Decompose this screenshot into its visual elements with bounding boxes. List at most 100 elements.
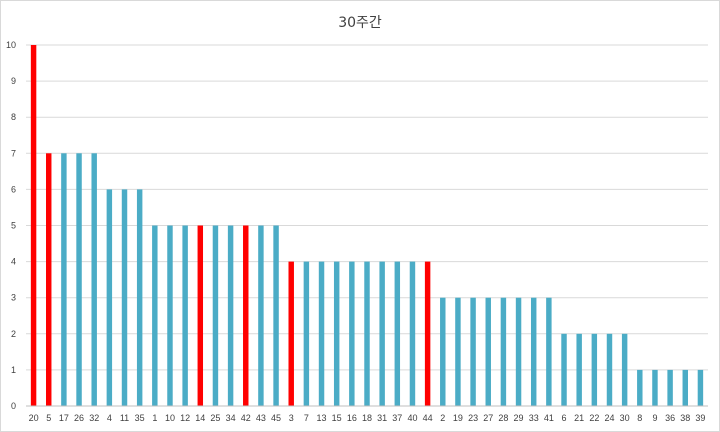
bar-33	[530, 297, 537, 406]
bar-40	[409, 261, 416, 406]
bar-44	[424, 261, 431, 406]
bar-43	[258, 225, 264, 406]
x-tick-label-1: 1	[152, 413, 157, 423]
x-tick-label-20: 20	[29, 413, 39, 423]
x-tick-label-37: 37	[392, 413, 402, 423]
bar-22	[591, 333, 598, 406]
x-tick-label-3: 3	[289, 413, 294, 423]
y-tick-label-4: 4	[11, 257, 16, 267]
bar-12	[182, 225, 188, 406]
x-tick-label-39: 39	[695, 413, 705, 423]
bar-21	[576, 333, 582, 406]
bar-30	[621, 333, 628, 406]
x-tick-label-23: 23	[468, 413, 478, 423]
x-tick-label-35: 35	[135, 413, 145, 423]
x-tick-label-24: 24	[604, 413, 614, 423]
bar-10	[167, 225, 173, 406]
x-tick-label-11: 11	[120, 413, 129, 423]
bar-11	[121, 189, 128, 406]
bar-34	[227, 225, 234, 406]
bar-45	[273, 225, 279, 406]
x-tick-label-16: 16	[347, 413, 357, 423]
bar-14	[197, 225, 204, 406]
chart-title: 30주간	[338, 15, 382, 31]
y-tick-label-1: 1	[11, 365, 16, 375]
bar-3	[288, 261, 294, 406]
x-tick-label-33: 33	[529, 413, 539, 423]
bar-24	[606, 333, 613, 406]
x-tick-label-21: 21	[574, 413, 584, 423]
y-tick-label-9: 9	[11, 76, 16, 86]
bar-5	[46, 153, 52, 406]
y-tick-label-3: 3	[11, 293, 16, 303]
x-tick-label-28: 28	[498, 413, 508, 423]
x-tick-label-13: 13	[317, 413, 327, 423]
bar-16	[349, 261, 355, 406]
bar-17	[61, 153, 67, 406]
x-tick-label-34: 34	[226, 413, 236, 423]
bar-27	[485, 297, 491, 406]
x-tick-label-42: 42	[241, 413, 251, 423]
bar-23	[470, 297, 476, 406]
x-tick-label-10: 10	[165, 413, 175, 423]
y-tick-label-2: 2	[11, 329, 16, 339]
x-tick-label-5: 5	[46, 413, 51, 423]
x-tick-label-29: 29	[514, 413, 524, 423]
bar-18	[364, 261, 370, 406]
y-tick-label-0: 0	[11, 401, 16, 411]
bar-29	[515, 297, 522, 406]
x-tick-label-38: 38	[680, 413, 690, 423]
bar-15	[333, 261, 340, 406]
bar-31	[379, 261, 385, 406]
x-tick-label-43: 43	[256, 413, 266, 423]
bar-1	[152, 225, 158, 406]
bar-2	[440, 297, 446, 406]
y-tick-label-10: 10	[6, 40, 16, 50]
y-tick-label-6: 6	[11, 184, 16, 194]
bar-36	[667, 369, 673, 406]
bar-32	[91, 153, 97, 406]
y-tick-label-5: 5	[11, 221, 16, 231]
x-tick-label-18: 18	[362, 413, 372, 423]
x-tick-label-26: 26	[74, 413, 84, 423]
x-tick-label-22: 22	[589, 413, 599, 423]
bar-25	[212, 225, 219, 406]
x-tick-label-8: 8	[637, 413, 642, 423]
x-tick-label-25: 25	[210, 413, 220, 423]
x-tick-label-31: 31	[377, 413, 387, 423]
x-tick-label-32: 32	[89, 413, 99, 423]
bar-42	[243, 225, 249, 406]
x-tick-label-44: 44	[423, 413, 433, 423]
bar-39	[697, 369, 704, 406]
bar-35	[136, 189, 143, 406]
x-tick-label-40: 40	[407, 413, 417, 423]
x-tick-label-30: 30	[620, 413, 630, 423]
x-tick-label-9: 9	[652, 413, 657, 423]
bar-19	[455, 297, 461, 406]
bar-20	[30, 45, 37, 406]
x-tick-label-6: 6	[562, 413, 567, 423]
x-tick-label-27: 27	[483, 413, 493, 423]
y-tick-label-8: 8	[11, 112, 16, 122]
x-tick-label-7: 7	[304, 413, 309, 423]
bars	[30, 45, 704, 406]
bar-9	[652, 369, 658, 406]
x-tick-label-36: 36	[665, 413, 675, 423]
x-tick-label-41: 41	[544, 413, 554, 423]
bar-4	[106, 189, 113, 406]
bar-6	[561, 333, 567, 406]
x-tick-label-19: 19	[453, 413, 463, 423]
bar-28	[500, 297, 507, 406]
bar-13	[318, 261, 325, 406]
x-tick-label-12: 12	[180, 413, 190, 423]
bar-26	[76, 153, 82, 406]
x-tick-label-14: 14	[195, 413, 205, 423]
y-tick-label-7: 7	[11, 148, 16, 158]
bar-8	[637, 369, 643, 406]
x-tick-label-17: 17	[59, 413, 69, 423]
bar-37	[394, 261, 401, 406]
bar-7	[303, 261, 310, 406]
x-tick-label-4: 4	[107, 413, 112, 423]
